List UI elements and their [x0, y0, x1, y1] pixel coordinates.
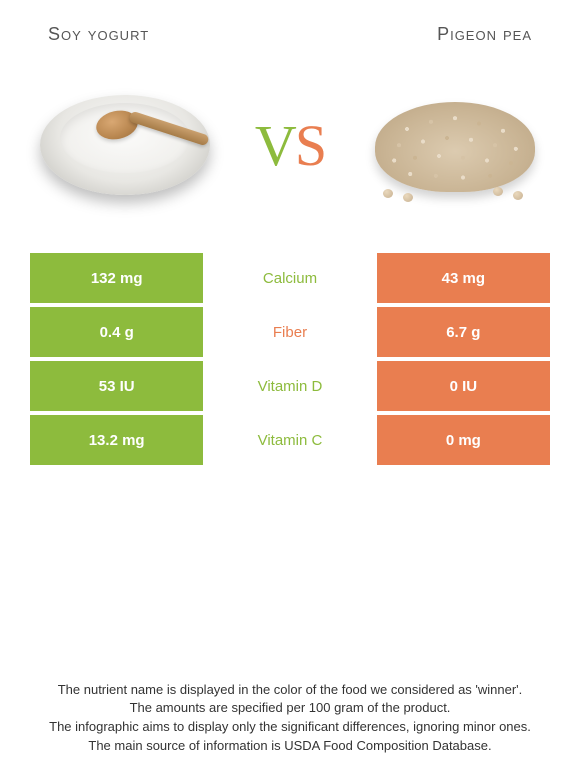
footnote-line: The nutrient name is displayed in the co…	[30, 681, 550, 700]
nutrient-left-value: 13.2 mg	[30, 415, 203, 465]
images-row: VS	[0, 45, 580, 253]
vs-s-letter: S	[295, 113, 325, 178]
footnote-line: The amounts are specified per 100 gram o…	[30, 699, 550, 718]
nutrient-left-value: 53 IU	[30, 361, 203, 411]
nutrient-row: 53 IUVitamin D0 IU	[30, 361, 550, 411]
nutrient-label: Fiber	[203, 307, 376, 357]
nutrient-label: Vitamin D	[203, 361, 376, 411]
nutrient-row: 132 mgCalcium43 mg	[30, 253, 550, 303]
vs-badge: VS	[255, 112, 325, 179]
nutrient-label: Calcium	[203, 253, 376, 303]
food-right-title: Pigeon pea	[437, 24, 532, 45]
nutrient-label: Vitamin C	[203, 415, 376, 465]
footnote-line: The main source of information is USDA F…	[30, 737, 550, 756]
pigeon-pea-icon	[375, 90, 535, 200]
footnote-line: The infographic aims to display only the…	[30, 718, 550, 737]
nutrient-table: 132 mgCalcium43 mg0.4 gFiber6.7 g53 IUVi…	[30, 253, 550, 465]
nutrient-right-value: 6.7 g	[377, 307, 550, 357]
nutrient-right-value: 0 mg	[377, 415, 550, 465]
nutrient-row: 13.2 mgVitamin C0 mg	[30, 415, 550, 465]
header-row: Soy yogurt Pigeon pea	[0, 0, 580, 45]
nutrient-left-value: 0.4 g	[30, 307, 203, 357]
vs-v-letter: V	[255, 113, 295, 178]
food-left-image	[30, 65, 220, 225]
nutrient-right-value: 0 IU	[377, 361, 550, 411]
nutrient-row: 0.4 gFiber6.7 g	[30, 307, 550, 357]
footnotes: The nutrient name is displayed in the co…	[30, 681, 550, 756]
food-left-title: Soy yogurt	[48, 24, 149, 45]
nutrient-left-value: 132 mg	[30, 253, 203, 303]
yogurt-bowl-icon	[40, 85, 210, 205]
food-right-image	[360, 65, 550, 225]
nutrient-right-value: 43 mg	[377, 253, 550, 303]
